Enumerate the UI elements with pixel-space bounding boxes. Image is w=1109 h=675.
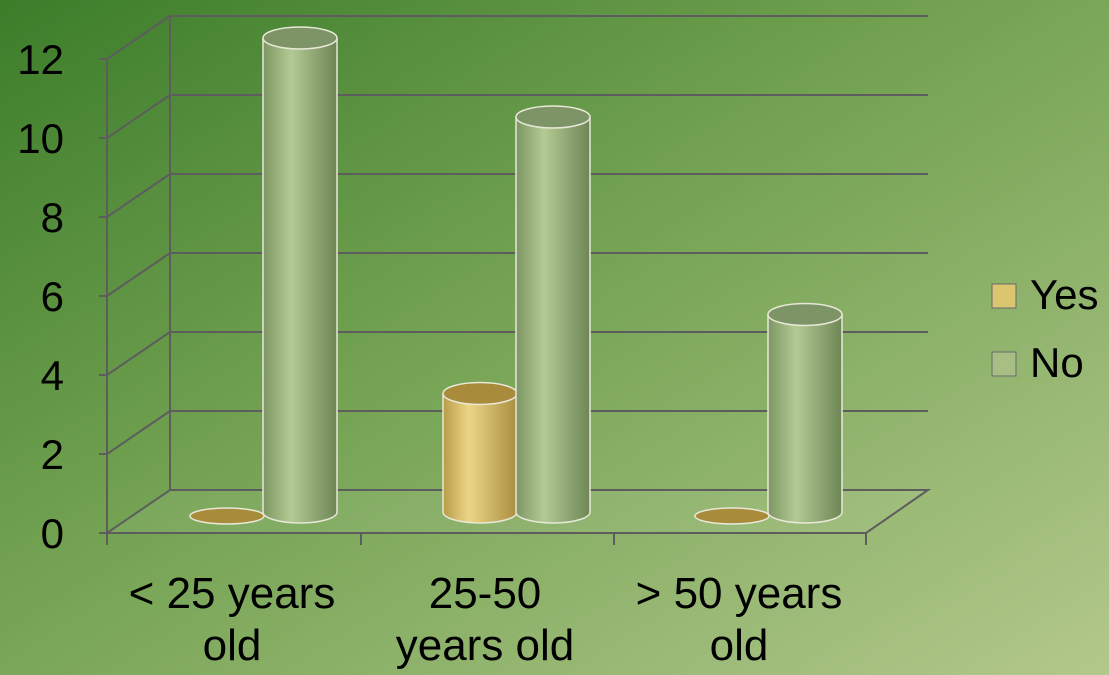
y-tick-label: 6 [41,273,64,320]
bar-yes-0 [189,507,265,525]
bar-yes-2 [694,507,770,525]
legend-label-no: No [1030,339,1084,386]
gridline-side [106,15,171,60]
bar-yes-1 [442,381,518,524]
bar-no-0 [262,26,338,524]
legend-item-no: No [991,339,1084,386]
y-tick-label: 10 [17,115,64,162]
x-axis-labels: < 25 years old 25-50 years old > 50 years old [129,569,843,670]
legend-swatch-no [991,351,1017,377]
gridline-side [106,331,171,376]
gridline-side [106,252,171,297]
bars [189,26,843,525]
gridline-side [106,94,171,139]
bar-no-1 [515,105,591,524]
gridline-side [106,410,171,455]
y-tick-label: 8 [41,194,64,241]
y-tick-label: 12 [17,36,64,83]
legend: Yes No [991,271,1099,386]
x-tick-label: > 50 years old [636,569,843,670]
gridline-side [106,173,171,218]
legend-label-yes: Yes [1030,271,1099,318]
legend-item-yes: Yes [991,271,1099,318]
y-tick-label: 0 [41,510,64,557]
y-tick-label: 2 [41,431,64,478]
y-tick-label: 4 [41,352,64,399]
x-tick-label: < 25 years old [129,569,336,670]
legend-swatch-yes [991,283,1017,309]
y-axis-ticks: 0 2 4 6 8 10 12 [17,36,64,557]
x-tick-label: 25-50 years old [396,569,575,670]
bar-no-2 [767,302,843,524]
